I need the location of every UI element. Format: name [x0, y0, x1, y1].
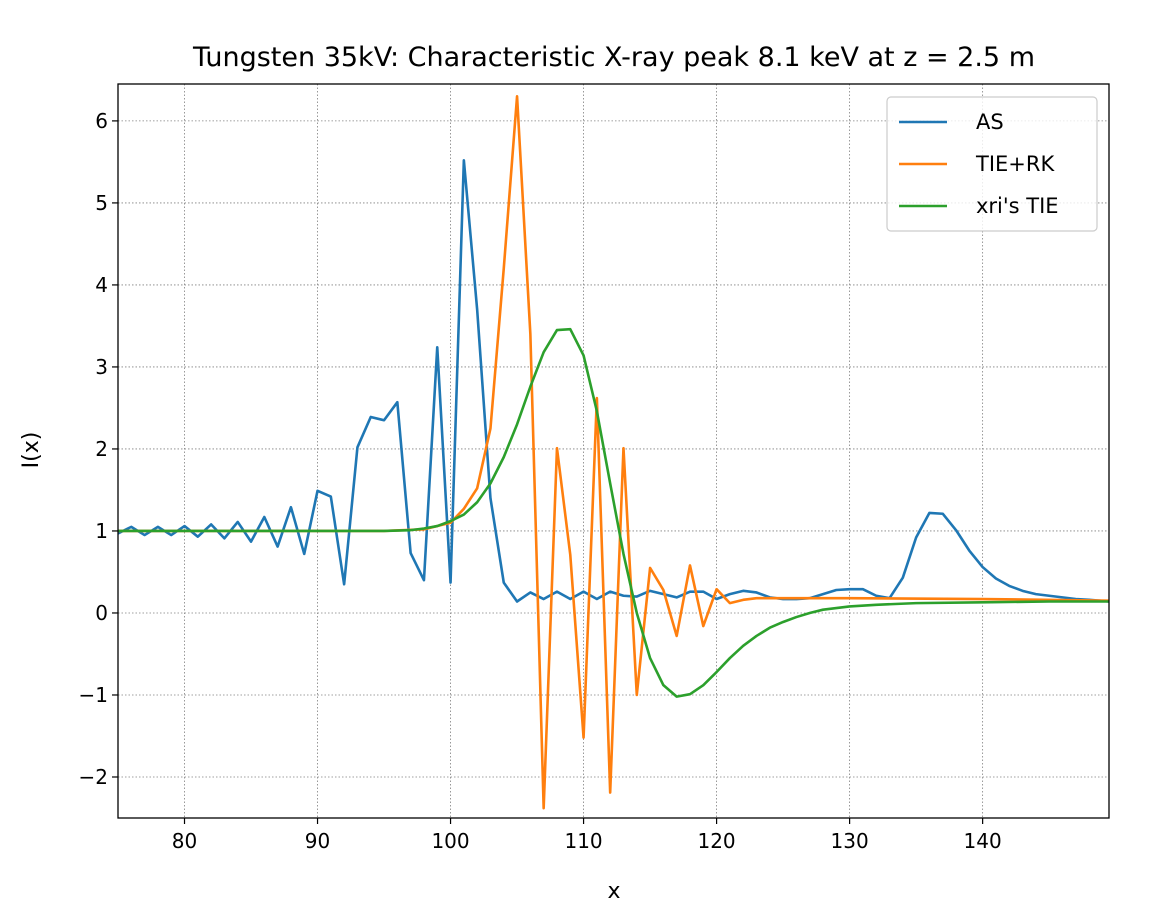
legend-box [886, 96, 1098, 232]
y-tick-label: 5 [95, 191, 108, 215]
x-tick-label: 100 [431, 829, 469, 853]
y-tick-label: 0 [95, 601, 108, 625]
x-tick-label: 140 [964, 829, 1002, 853]
y-tick-label: 4 [95, 273, 108, 297]
x-tick-label: 90 [305, 829, 330, 853]
y-tick-label: 1 [95, 519, 108, 543]
x-tick-label: 120 [697, 829, 735, 853]
axes-frame [117, 83, 1110, 819]
chart-title: Tungsten 35kV: Characteristic X-ray peak… [192, 42, 1035, 73]
legend-label: TIE+RK [975, 152, 1055, 176]
y-tick-label: −2 [79, 765, 108, 789]
axis-ticks: 80 90 100 110 120 130 140 −2 −1 0 1 2 3 4 5 6 [79, 109, 1002, 853]
x-axis-label: x [607, 879, 620, 904]
y-tick-label: 3 [95, 355, 108, 379]
legend: AS TIE+RK xri's TIE [886, 96, 1098, 232]
series-line-0 [118, 158, 1109, 603]
y-tick-label: 2 [95, 437, 108, 461]
x-tick-label: 130 [831, 829, 869, 853]
x-tick-label: 110 [564, 829, 602, 853]
y-axis-label: I(x) [19, 432, 44, 469]
plot-area [118, 95, 1109, 810]
series-line-2 [118, 327, 1109, 698]
x-tick-label: 80 [172, 829, 197, 853]
y-tick-label: 6 [95, 109, 108, 133]
legend-label: xri's TIE [976, 194, 1059, 218]
y-tick-label: −1 [79, 683, 108, 707]
legend-label: AS [976, 110, 1004, 134]
